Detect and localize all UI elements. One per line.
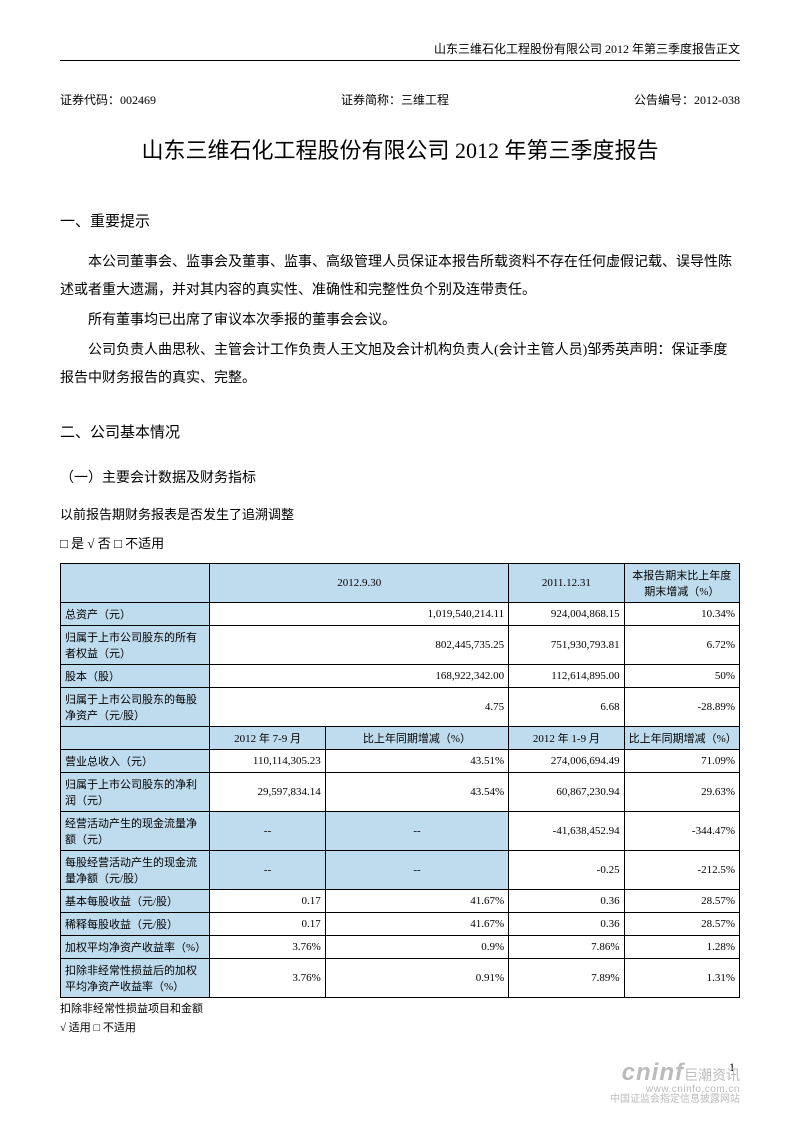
watermark: cninf巨潮资讯 www.cninfo.com.cn 中国证监会指定信息披露网… [610,1061,740,1105]
table-row: 加权平均净资产收益率（%）3.76%0.9%7.86%1.28% [61,935,740,958]
table-row: 归属于上市公司股东的净利润（元）29,597,834.1443.54%60,86… [61,772,740,811]
cell: 28.57% [624,889,739,912]
cell: 28.57% [624,912,739,935]
cell: -344.47% [624,811,739,850]
section-1-heading: 一、重要提示 [60,210,740,231]
cell: 0.91% [325,958,508,997]
cell: -41,638,452.94 [509,811,624,850]
cell: 4.75 [210,687,509,726]
cell: 7.86% [509,935,624,958]
cell: 924,004,868.15 [509,602,624,625]
cell: 43.54% [325,772,508,811]
announcement-number: 公告编号：2012-038 [634,91,740,108]
table-row: 股本（股）168,922,342.00112,614,895.0050% [61,664,740,687]
cell: 110,114,305.23 [210,749,325,772]
col-header: 比上年同期增减（%） [325,726,508,749]
cell: 0.36 [509,889,624,912]
row-label: 营业总收入（元） [61,749,210,772]
cell: -0.25 [509,850,624,889]
document-title: 山东三维石化工程股份有限公司 2012 年第三季度报告 [60,133,740,165]
cell: 29.63% [624,772,739,811]
row-label: 扣除非经常性损益后的加权平均净资产收益率（%） [61,958,210,997]
row-label: 经营活动产生的现金流量净额（元） [61,811,210,850]
col-header: 2012 年 1-9 月 [509,726,624,749]
table-row: 每股经营活动产生的现金流量净额（元/股）-----0.25-212.5% [61,850,740,889]
paragraph: 本公司董事会、监事会及董事、监事、高级管理人员保证本报告所载资料不存在任何虚假记… [60,249,740,305]
cell: -212.5% [624,850,739,889]
cell: -- [325,850,508,889]
row-label: 基本每股收益（元/股） [61,889,210,912]
cell: 29,597,834.14 [210,772,325,811]
cell: 3.76% [210,935,325,958]
cell: 41.67% [325,912,508,935]
financial-table: 2012.9.30 2011.12.31 本报告期末比上年度期末增减（%） 总资… [60,563,740,998]
cell: 7.89% [509,958,624,997]
row-label: 稀释每股收益（元/股） [61,912,210,935]
col-header: 2012.9.30 [210,563,509,602]
table-row: 营业总收入（元）110,114,305.2343.51%274,006,694.… [61,749,740,772]
cell: 0.17 [210,912,325,935]
section-2-heading: 二、公司基本情况 [60,421,740,442]
table-header-row: 2012.9.30 2011.12.31 本报告期末比上年度期末增减（%） [61,563,740,602]
row-label: 加权平均净资产收益率（%） [61,935,210,958]
running-head: 山东三维石化工程股份有限公司 2012 年第三季度报告正文 [60,40,740,61]
cell: 10.34% [624,602,739,625]
row-label: 股本（股） [61,664,210,687]
row-label: 总资产（元） [61,602,210,625]
cell: 1.28% [624,935,739,958]
cell: 60,867,230.94 [509,772,624,811]
table-header-row: 2012 年 7-9 月 比上年同期增减（%） 2012 年 1-9 月 比上年… [61,726,740,749]
cell: 6.72% [624,625,739,664]
table-row: 归属于上市公司股东的所有者权益（元）802,445,735.25751,930,… [61,625,740,664]
security-short: 证券简称：三维工程 [341,91,449,108]
col-header: 比上年同期增减（%） [624,726,739,749]
cell: 43.51% [325,749,508,772]
cell: 802,445,735.25 [210,625,509,664]
col-header: 2011.12.31 [509,563,624,602]
cell: 0.9% [325,935,508,958]
footnote-line: 扣除非经常性损益项目和金额 [60,1002,740,1017]
row-label: 每股经营活动产生的现金流量净额（元/股） [61,850,210,889]
table-row: 归属于上市公司股东的每股净资产（元/股）4.756.68-28.89% [61,687,740,726]
paragraph: 公司负责人曲思秋、主管会计工作负责人王文旭及会计机构负责人(会计主管人员)邹秀英… [60,337,740,393]
subsection-heading: （一）主要会计数据及财务指标 [60,467,740,487]
cell: -28.89% [624,687,739,726]
col-header: 2012 年 7-9 月 [210,726,325,749]
table-row: 基本每股收益（元/股）0.1741.67%0.3628.57% [61,889,740,912]
table-row: 扣除非经常性损益后的加权平均净资产收益率（%）3.76%0.91%7.89%1.… [61,958,740,997]
cell: 3.76% [210,958,325,997]
row-label: 归属于上市公司股东的所有者权益（元） [61,625,210,664]
cell: 71.09% [624,749,739,772]
answer-line: □ 是 √ 否 □ 不适用 [60,534,740,555]
question-line: 以前报告期财务报表是否发生了追溯调整 [60,505,740,526]
paragraph: 所有董事均已出席了审议本次季报的董事会会议。 [60,307,740,335]
cell: -- [210,811,325,850]
col-header: 本报告期末比上年度期末增减（%） [624,563,739,602]
row-label: 归属于上市公司股东的每股净资产（元/股） [61,687,210,726]
doc-meta-row: 证券代码：002469 证券简称：三维工程 公告编号：2012-038 [60,91,740,108]
cell: 6.68 [509,687,624,726]
cell: 1.31% [624,958,739,997]
cell: 751,930,793.81 [509,625,624,664]
cell: -- [210,850,325,889]
cell: 1,019,540,214.11 [210,602,509,625]
table-row: 经营活动产生的现金流量净额（元）-----41,638,452.94-344.4… [61,811,740,850]
cell: 0.36 [509,912,624,935]
cell: 274,006,694.49 [509,749,624,772]
cell: 0.17 [210,889,325,912]
security-code: 证券代码：002469 [60,91,156,108]
cell: 50% [624,664,739,687]
cell: -- [325,811,508,850]
cell: 112,614,895.00 [509,664,624,687]
footnote-line: √ 适用 □ 不适用 [60,1021,740,1036]
cell: 41.67% [325,889,508,912]
table-row: 稀释每股收益（元/股）0.1741.67%0.3628.57% [61,912,740,935]
row-label: 归属于上市公司股东的净利润（元） [61,772,210,811]
cell: 168,922,342.00 [210,664,509,687]
table-row: 总资产（元）1,019,540,214.11924,004,868.1510.3… [61,602,740,625]
